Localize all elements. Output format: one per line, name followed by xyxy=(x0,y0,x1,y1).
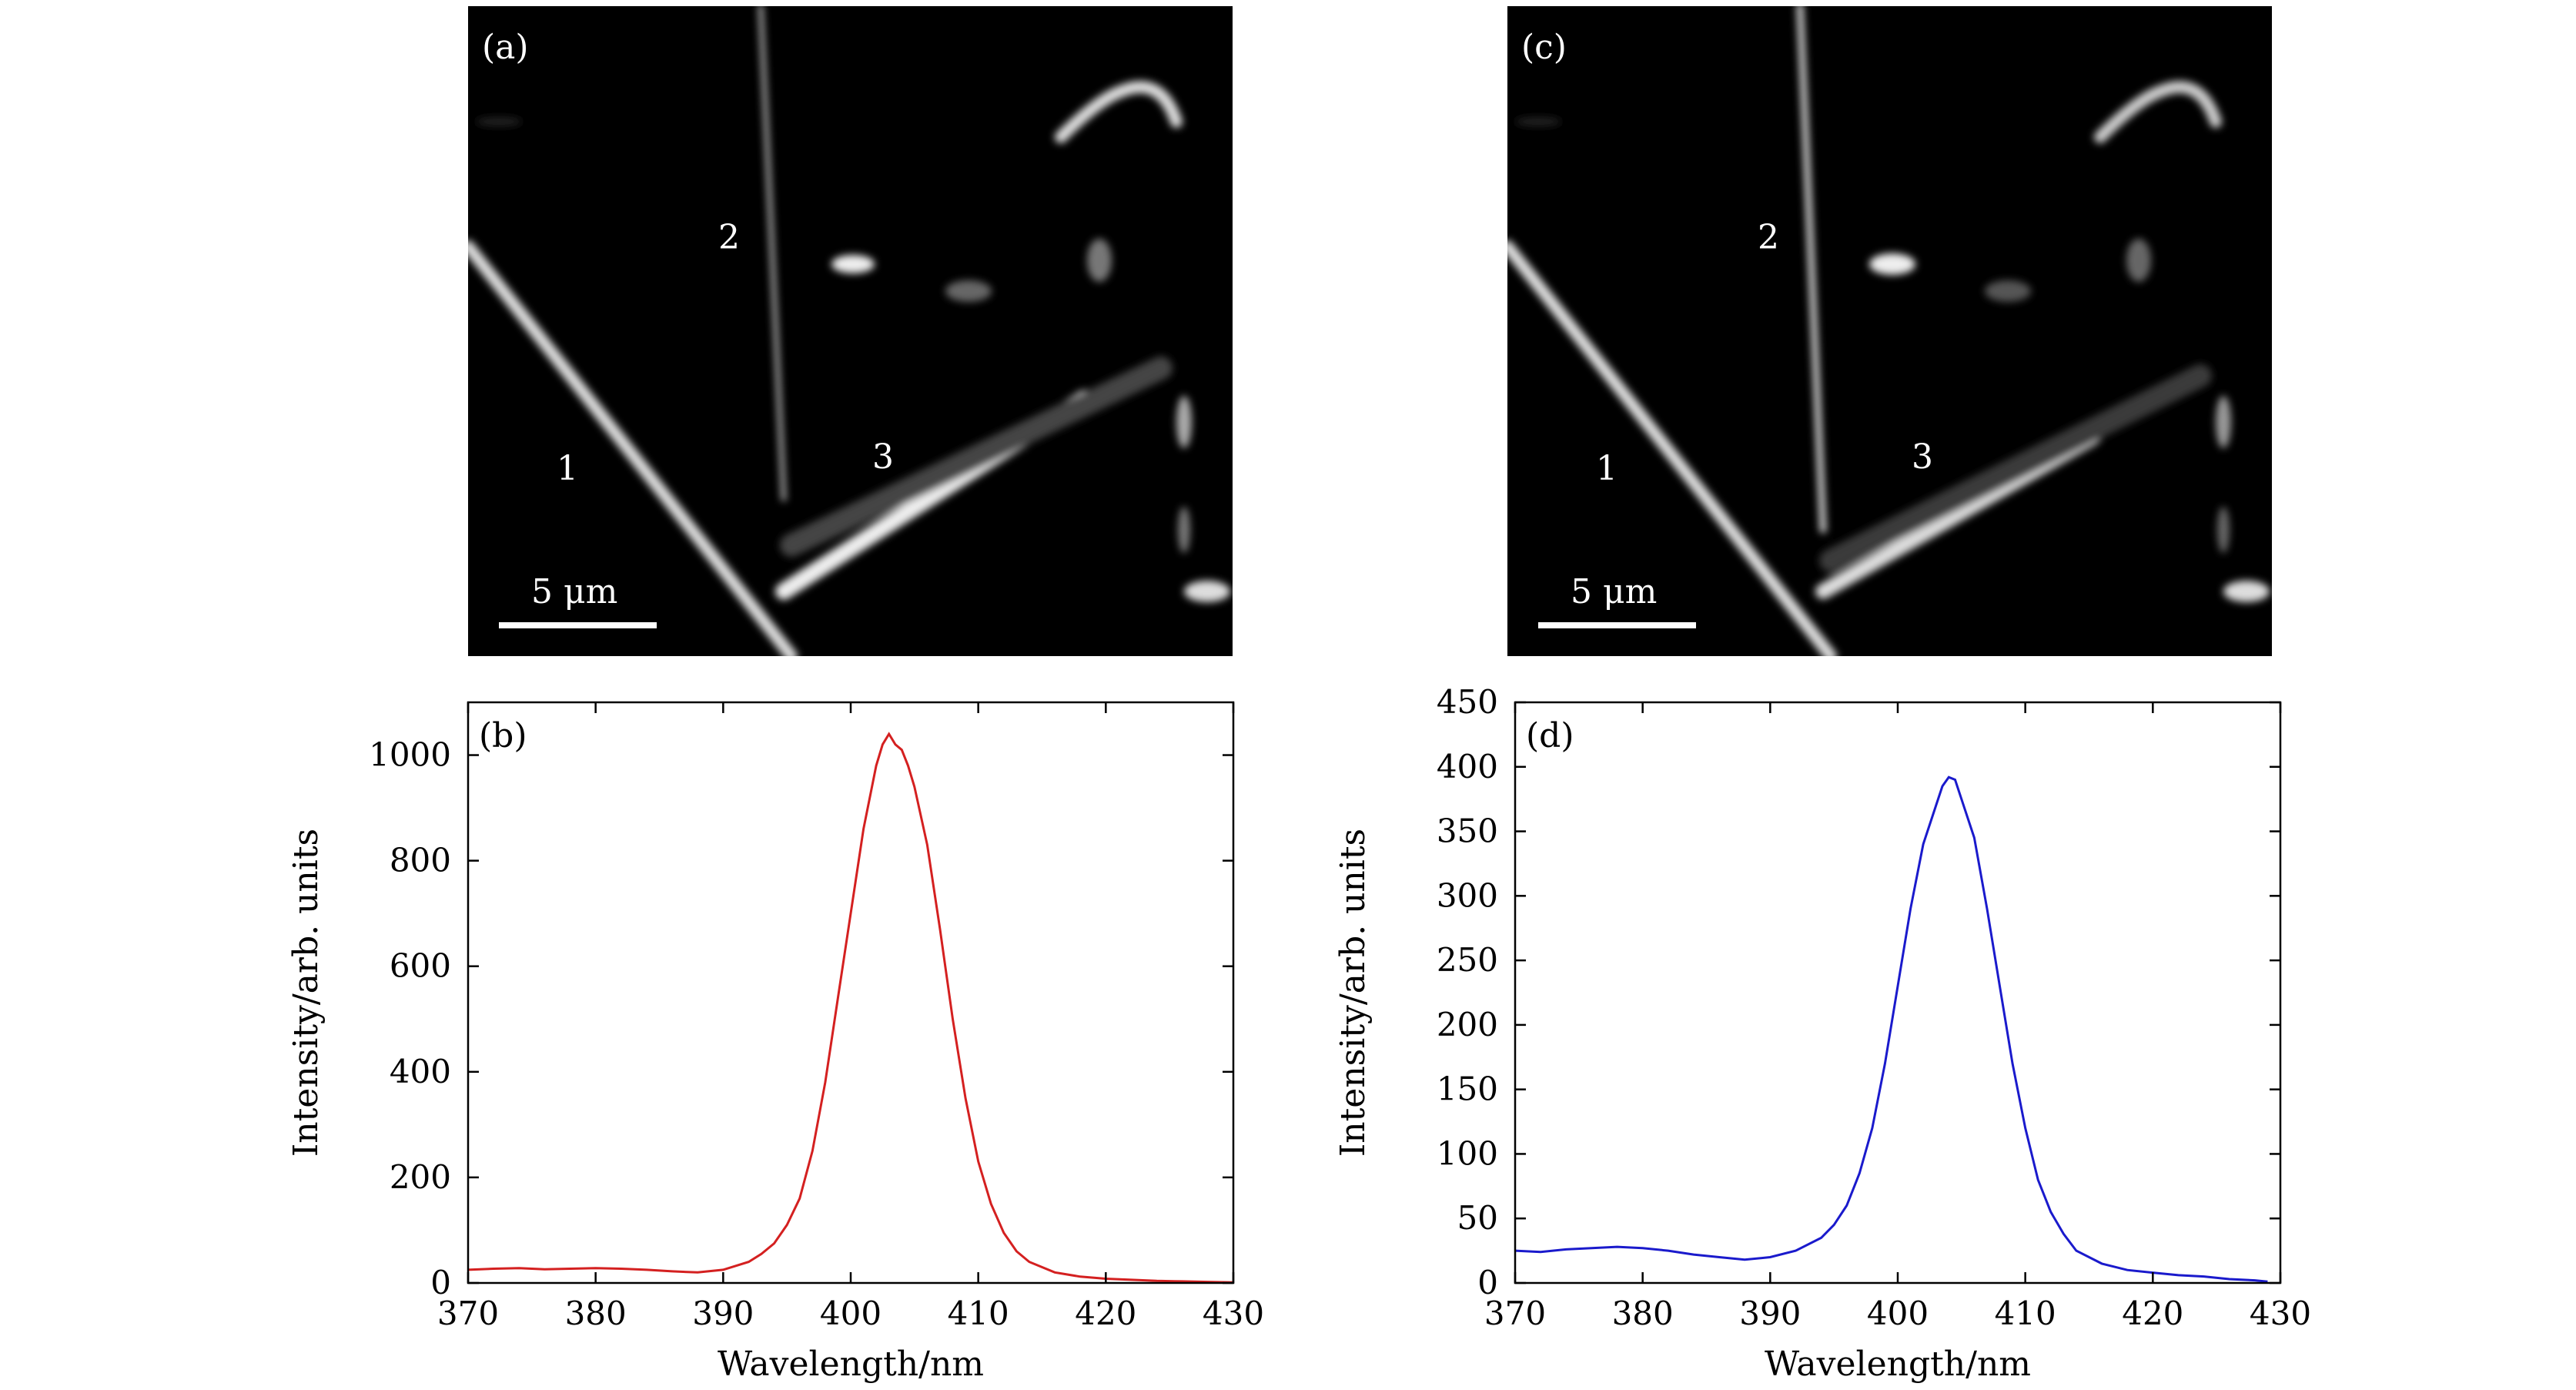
x-tick-label: 430 xyxy=(1203,1295,1264,1332)
y-axis-label: Intensity/arb. units xyxy=(286,829,326,1157)
y-tick-label: 200 xyxy=(1437,1006,1498,1043)
nanowire-2 xyxy=(1796,6,1827,534)
y-tick-label: 50 xyxy=(1457,1199,1498,1237)
spectrum-plot-d: 370 380 390 400 410 420 430 0 50 100 150 200 250 300 3… xyxy=(1333,683,2311,1384)
x-tick-label: 380 xyxy=(1612,1295,1674,1332)
x-tick-label: 390 xyxy=(692,1295,754,1332)
microscopy-image-c: (c) 1 2 3 5 μm xyxy=(1507,6,2272,656)
y-tick-label: 100 xyxy=(1437,1134,1498,1172)
plot-frame-b xyxy=(467,701,1235,1284)
x-axis-label: Wavelength/nm xyxy=(1765,1345,2031,1384)
y-tick-label: 350 xyxy=(1437,812,1498,850)
nanowire-1 xyxy=(1507,240,1837,656)
nanowire-image-a xyxy=(468,6,1230,656)
x-tick-label: 370 xyxy=(1484,1295,1546,1332)
spectrum-line-d xyxy=(1514,775,2268,1283)
scale-bar-label-c: 5 μm xyxy=(1571,572,1658,611)
y-tick-label: 400 xyxy=(390,1053,451,1090)
x-tick-label: 400 xyxy=(820,1295,882,1332)
x-tick-label: 390 xyxy=(1739,1295,1801,1332)
x-tick-label: 370 xyxy=(437,1295,499,1332)
x-tick-label: 400 xyxy=(1867,1295,1929,1332)
y-tick-label: 1000 xyxy=(369,736,451,774)
y-tick-label: 250 xyxy=(1437,941,1498,979)
panel-label-c: (c) xyxy=(1521,28,1567,67)
y-tick-label: 400 xyxy=(1437,748,1498,785)
y-tick-label: 150 xyxy=(1437,1070,1498,1108)
wire-label-2: 2 xyxy=(1758,218,1779,257)
y-axis-label: Intensity/arb. units xyxy=(1333,829,1373,1157)
spectrum-plot-b: 370 380 390 400 410 420 430 0 200 400 600 800 1000 (b… xyxy=(286,701,1264,1384)
y-tick-label: 450 xyxy=(1437,683,1498,721)
nanowire-image-c xyxy=(1507,6,2270,656)
nanowire-2 xyxy=(758,6,786,501)
nanowire-1 xyxy=(468,240,798,656)
y-tick-label: 0 xyxy=(1477,1264,1498,1301)
x-tick-label: 410 xyxy=(1995,1295,2056,1332)
x-axis-label: Wavelength/nm xyxy=(718,1345,984,1384)
y-tick-label: 0 xyxy=(430,1264,451,1301)
wire-label-3: 3 xyxy=(1912,437,1933,477)
wire-label-1: 1 xyxy=(557,449,578,488)
x-tick-label: 420 xyxy=(2122,1295,2183,1332)
microscopy-image-a: (a) 1 2 3 5 μm xyxy=(468,6,1233,656)
scale-bar-c xyxy=(1538,622,1696,628)
x-tick-label: 430 xyxy=(2250,1295,2311,1332)
x-tick-label: 420 xyxy=(1075,1295,1136,1332)
y-tick-label: 300 xyxy=(1437,876,1498,914)
panel-label-a: (a) xyxy=(482,28,529,67)
wire-label-1: 1 xyxy=(1596,449,1618,488)
spectrum-chart-b: 370 380 390 400 410 420 430 0 200 400 600 800 1000 (b… xyxy=(262,678,1286,1387)
x-tick-label: 380 xyxy=(565,1295,627,1332)
wire-label-2: 2 xyxy=(718,218,740,257)
y-tick-label: 600 xyxy=(390,947,451,985)
wire-label-3: 3 xyxy=(872,437,894,477)
x-tick-label: 410 xyxy=(948,1295,1009,1332)
scale-bar-a xyxy=(499,622,657,628)
y-tick-label: 200 xyxy=(390,1158,451,1196)
panel-label-d: (d) xyxy=(1526,716,1574,755)
panel-label-b: (b) xyxy=(479,716,527,755)
spectrum-line-b xyxy=(467,732,1234,1284)
spectrum-chart-d: 370 380 390 400 410 420 430 0 50 100 150 200 250 300 3… xyxy=(1309,678,2333,1387)
scale-bar-label-a: 5 μm xyxy=(531,572,618,611)
y-tick-label: 800 xyxy=(390,842,451,879)
